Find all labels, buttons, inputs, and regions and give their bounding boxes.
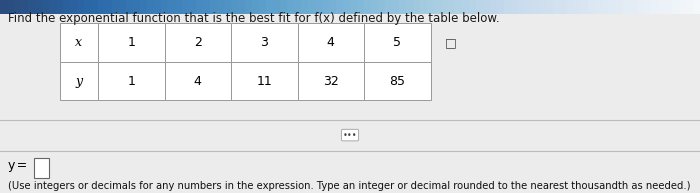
Bar xyxy=(231,62,298,100)
Bar xyxy=(60,23,98,62)
Text: □: □ xyxy=(444,36,456,49)
Text: 85: 85 xyxy=(389,74,405,88)
Bar xyxy=(364,62,430,100)
Bar xyxy=(164,23,231,62)
Text: y: y xyxy=(75,74,83,88)
Text: 11: 11 xyxy=(256,74,272,88)
Text: 1: 1 xyxy=(127,74,135,88)
Text: 1: 1 xyxy=(127,36,135,49)
FancyBboxPatch shape xyxy=(0,14,700,193)
Text: 3: 3 xyxy=(260,36,268,49)
Bar xyxy=(364,23,430,62)
Bar xyxy=(98,23,164,62)
Bar xyxy=(231,23,298,62)
Text: y =: y = xyxy=(8,159,28,173)
Text: •••: ••• xyxy=(343,131,357,140)
Bar xyxy=(164,62,231,100)
Text: 2: 2 xyxy=(194,36,202,49)
Text: Find the exponential function that is the best fit for f(x) defined by the table: Find the exponential function that is th… xyxy=(8,12,500,25)
Text: 32: 32 xyxy=(323,74,339,88)
Bar xyxy=(98,62,164,100)
Bar xyxy=(60,62,98,100)
Text: x: x xyxy=(76,36,83,49)
Text: 4: 4 xyxy=(194,74,202,88)
Bar xyxy=(298,23,364,62)
Bar xyxy=(298,62,364,100)
Text: 4: 4 xyxy=(327,36,335,49)
Text: (Use integers or decimals for any numbers in the expression. Type an integer or : (Use integers or decimals for any number… xyxy=(8,181,691,191)
Bar xyxy=(34,158,49,178)
Text: 5: 5 xyxy=(393,36,401,49)
